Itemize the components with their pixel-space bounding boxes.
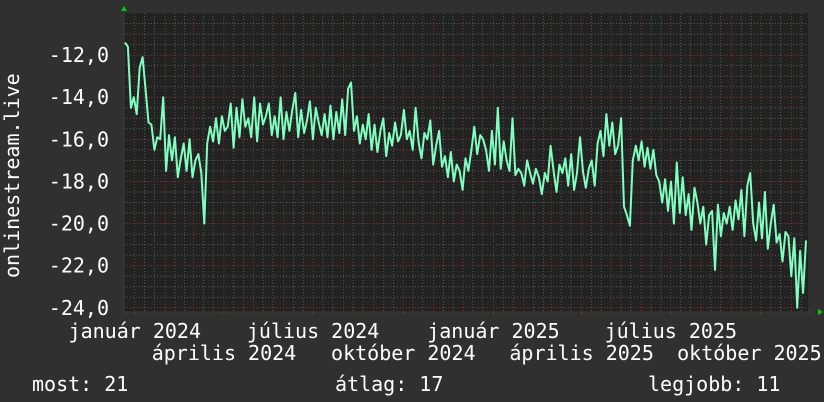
y-axis-arrow xyxy=(121,6,127,11)
series-line xyxy=(124,41,807,309)
x-tick-label: április 2024 xyxy=(152,341,297,365)
x-tick-label: január 2025 xyxy=(427,319,559,343)
stat-average: átlag: 17 xyxy=(335,372,444,396)
y-tick-label: -24,0 xyxy=(49,296,109,320)
x-tick-label: július 2025 xyxy=(605,319,737,343)
x-tick-label: július 2024 xyxy=(247,319,379,343)
y-tick-label: -14,0 xyxy=(49,85,109,109)
y-tick-label: -16,0 xyxy=(49,127,109,151)
y-tick-label: -22,0 xyxy=(49,254,109,278)
stat-current: most: 21 xyxy=(32,372,129,396)
y-tick-label: -12,0 xyxy=(49,43,109,67)
y-tick-label: -20,0 xyxy=(49,212,109,236)
x-tick-label: október 2024 xyxy=(331,341,476,365)
x-tick-label: október 2025 xyxy=(677,341,822,365)
x-tick-label: január 2024 xyxy=(69,319,201,343)
stat-best: legjobb: 11 xyxy=(648,372,781,396)
x-tick-label: április 2025 xyxy=(509,341,654,365)
y-tick-label: -18,0 xyxy=(49,169,109,193)
x-axis-arrow xyxy=(818,309,823,315)
y-axis-label: onlinestream.live xyxy=(0,73,24,278)
